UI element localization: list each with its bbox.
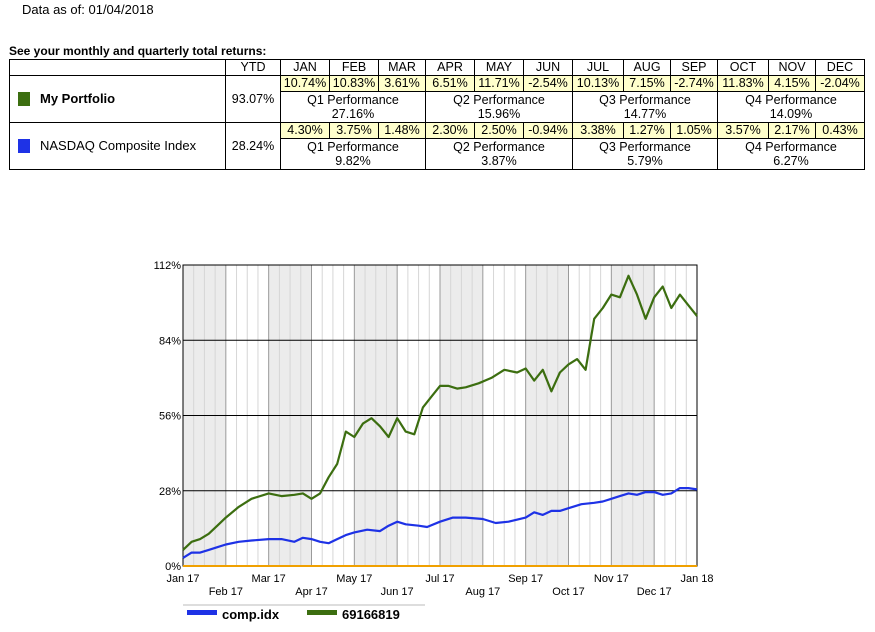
monthly-return: 2.30%: [425, 122, 475, 139]
table-body: YTD JAN FEB MAR APR MAY JUN JUL AUG SEP OCT NOV DEC M…: [9, 59, 865, 170]
quarter-label: Q3 Performance: [599, 93, 691, 107]
legend-swatch: [187, 610, 217, 615]
monthly-return: 10.74%: [280, 75, 330, 92]
quarter-label: Q4 Performance: [745, 93, 837, 107]
series-name-cell: My Portfolio: [9, 75, 226, 123]
x-tick-label: Apr 17: [295, 586, 327, 598]
monthly-return: 7.15%: [623, 75, 671, 92]
table-header-row: YTD JAN FEB MAR APR MAY JUN JUL AUG SEP OCT NOV DEC: [9, 59, 865, 76]
y-tick-label: 28%: [159, 486, 181, 498]
ytd-value: 93.07%: [225, 75, 281, 123]
legend-label: comp.idx: [222, 607, 280, 622]
y-tick-label: 84%: [159, 335, 181, 347]
quarter-performance: Q2 Performance 3.87%: [425, 138, 573, 170]
quarter-performance: Q4 Performance 6.27%: [717, 138, 865, 170]
legend-swatch: [307, 610, 337, 615]
series-name-cell: NASDAQ Composite Index: [9, 122, 226, 170]
quarter-label: Q3 Performance: [599, 140, 691, 154]
series-line-69166819: [182, 274, 698, 551]
monthly-return: -0.94%: [523, 122, 573, 139]
monthly-return: 3.75%: [329, 122, 379, 139]
table-row-quarters: Q1 Performance 27.16% Q2 Performance 15.96%…: [10, 91, 865, 123]
x-tick-label: Jan 17: [166, 573, 199, 585]
returns-heading: See your monthly and quarterly total ret…: [9, 44, 267, 58]
table-row: My Portfolio 93.07% 10.74% 10.83% 3.61% 6.51%…: [9, 75, 865, 123]
header-month: AUG: [623, 59, 671, 76]
header-ytd: YTD: [225, 59, 281, 76]
monthly-return: 1.48%: [378, 122, 426, 139]
quarter-value: 27.16%: [331, 107, 375, 121]
monthly-return: 4.30%: [280, 122, 330, 139]
monthly-return: 6.51%: [425, 75, 475, 92]
x-tick-label: Mar 17: [252, 573, 286, 585]
quarter-value: 14.09%: [769, 107, 813, 121]
legend-label: 69166819: [342, 607, 400, 622]
y-tick-label: 112%: [154, 260, 182, 272]
monthly-return: 4.15%: [768, 75, 816, 92]
x-tick-label: Nov 17: [594, 573, 629, 585]
quarter-value: 9.82%: [335, 154, 371, 168]
table-row-quarters: Q1 Performance 9.82% Q2 Performance 3.87% Q3…: [10, 138, 865, 170]
quarter-performance: Q1 Performance 27.16%: [280, 91, 426, 123]
chart-series: [182, 274, 698, 559]
quarter-value: 6.27%: [773, 154, 809, 168]
header-month: JUL: [572, 59, 624, 76]
monthly-return: 3.61%: [378, 75, 426, 92]
ytd-value: 28.24%: [225, 122, 281, 170]
quarter-value: 3.87%: [481, 154, 517, 168]
series-line-comp.idx: [182, 487, 698, 559]
quarter-value: 5.79%: [627, 154, 663, 168]
monthly-return: 2.50%: [474, 122, 524, 139]
quarter-label: Q2 Performance: [453, 140, 545, 154]
x-tick-label: Aug 17: [465, 586, 500, 598]
monthly-return: 10.83%: [329, 75, 379, 92]
series-name: My Portfolio: [40, 91, 116, 107]
monthly-return: -2.04%: [815, 75, 865, 92]
y-tick-label: 0%: [165, 561, 181, 573]
series-swatch: [18, 139, 30, 154]
quarter-value: 14.77%: [623, 107, 667, 121]
monthly-return: 2.17%: [768, 122, 816, 139]
quarter-label: Q1 Performance: [307, 140, 399, 154]
quarter-performance: Q3 Performance 5.79%: [572, 138, 718, 170]
chart-legend: comp.idx 69166819: [183, 604, 425, 622]
quarter-label: Q1 Performance: [307, 93, 399, 107]
series-swatch: [18, 92, 30, 107]
monthly-return: 11.83%: [717, 75, 769, 92]
x-tick-label: Jun 17: [381, 586, 414, 598]
table-row: NASDAQ Composite Index 28.24% 4.30% 3.75% 1.…: [9, 122, 865, 170]
x-tick-label: Dec 17: [637, 586, 672, 598]
header-month: JUN: [523, 59, 573, 76]
x-tick-label: Sep 17: [508, 573, 543, 585]
x-tick-label: Feb 17: [209, 586, 243, 598]
as-of-date: Data as of: 01/04/2018: [22, 2, 154, 17]
quarter-performance: Q1 Performance 9.82%: [280, 138, 426, 170]
monthly-return: -2.54%: [523, 75, 573, 92]
monthly-return: 0.43%: [815, 122, 865, 139]
x-tick-label: May 17: [336, 573, 372, 585]
monthly-return: 3.38%: [572, 122, 624, 139]
chart-axis-labels: 0% 28% 56% 84% 112% Jan 17 Mar 17 May 17 Jul 17 S…: [154, 260, 714, 598]
x-tick-label: Jul 17: [425, 573, 454, 585]
quarter-label: Q2 Performance: [453, 93, 545, 107]
header-month: APR: [425, 59, 475, 76]
x-tick-label: Jan 18: [680, 573, 713, 585]
quarter-performance: Q4 Performance 14.09%: [717, 91, 865, 123]
series-name: NASDAQ Composite Index: [40, 138, 197, 154]
quarter-value: 15.96%: [477, 107, 521, 121]
returns-table: YTD JAN FEB MAR APR MAY JUN JUL AUG SEP OCT NOV DEC M…: [9, 59, 865, 170]
x-tick-label: Oct 17: [552, 586, 584, 598]
y-tick-label: 56%: [159, 411, 181, 423]
chart-grid: [182, 264, 698, 567]
quarter-label: Q4 Performance: [745, 140, 837, 154]
